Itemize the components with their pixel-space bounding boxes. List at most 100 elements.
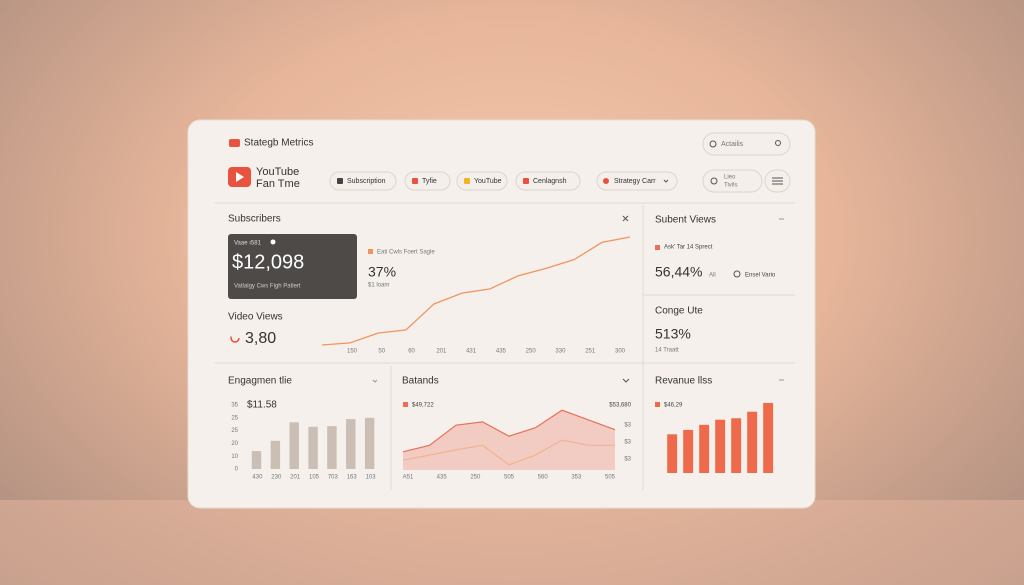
percent: 37% bbox=[368, 264, 396, 280]
legend-swatch bbox=[403, 402, 408, 407]
x-tick-label: 431 bbox=[466, 349, 477, 355]
floor bbox=[0, 500, 1024, 585]
y-tick-label: $3 bbox=[624, 423, 631, 429]
app-name: Stategb Metrics bbox=[244, 138, 313, 149]
x-tick-label: 250 bbox=[526, 349, 537, 355]
panel-title: Revanue llss bbox=[655, 376, 712, 387]
search-button[interactable] bbox=[775, 140, 781, 146]
legend: Ask' Tar 14 Sprect bbox=[664, 245, 713, 251]
search-box[interactable] bbox=[702, 132, 791, 156]
brand-line2: Fan Tme bbox=[256, 178, 300, 190]
link[interactable]: Ensel Vario bbox=[745, 273, 776, 279]
x-tick-label: 50 bbox=[378, 349, 385, 355]
x-tick-label: 300 bbox=[615, 349, 626, 355]
chevron bbox=[663, 179, 669, 183]
value: $11.58 bbox=[247, 400, 277, 411]
y-tick-label: $3 bbox=[624, 457, 631, 463]
search-text: Actailis bbox=[721, 141, 744, 148]
tab-icon bbox=[523, 178, 529, 184]
link-icon bbox=[733, 270, 741, 278]
x-tick-label: A51 bbox=[403, 475, 414, 481]
bar bbox=[763, 402, 774, 473]
line bbox=[402, 409, 616, 453]
tab-icon bbox=[412, 178, 418, 184]
tab-label: YouTube bbox=[474, 178, 502, 185]
tab[interactable] bbox=[515, 171, 581, 191]
tab-icon bbox=[337, 178, 343, 184]
panel-title: Subscribers bbox=[228, 214, 281, 225]
x-tick-label: 201 bbox=[290, 475, 301, 481]
y-tick-label: 20 bbox=[231, 441, 238, 447]
dividers bbox=[215, 202, 795, 490]
panel-title: Engagmen tlie bbox=[228, 376, 292, 387]
x-tick-label: 505 bbox=[605, 475, 616, 481]
x-tick-label: 435 bbox=[437, 475, 448, 481]
views-value: 3,80 bbox=[245, 330, 276, 347]
bar bbox=[327, 426, 337, 469]
dropdown-icon bbox=[603, 178, 609, 184]
x-tick-label: 703 bbox=[328, 475, 339, 481]
bar bbox=[715, 419, 726, 473]
x-tick-label: 435 bbox=[496, 349, 507, 355]
y-tick-label: 25 bbox=[231, 415, 238, 421]
x-tick-label: 105 bbox=[309, 475, 320, 481]
panel-title: Subent Views bbox=[655, 215, 716, 226]
dashboard-card bbox=[187, 119, 816, 509]
dot bbox=[270, 239, 276, 245]
dropdown-text: Strategy Carr bbox=[614, 178, 656, 185]
right-value: $53,680 bbox=[609, 403, 631, 409]
value: 56,44% bbox=[655, 264, 702, 280]
note: 14 Traatt bbox=[655, 348, 679, 354]
legend: $46,29 bbox=[664, 403, 683, 409]
tab-label: Cenlagnsh bbox=[533, 178, 567, 185]
dropdown[interactable] bbox=[596, 171, 678, 191]
x-tick-label: 430 bbox=[252, 475, 263, 481]
app-icon bbox=[229, 139, 240, 147]
bar bbox=[346, 419, 356, 469]
line bbox=[402, 439, 615, 466]
tab-label: Subscription bbox=[347, 178, 386, 185]
x-tick-label: 201 bbox=[436, 349, 447, 355]
ring-icon bbox=[230, 333, 240, 343]
tab-label: Tyfie bbox=[422, 178, 437, 185]
close-icon[interactable] bbox=[622, 215, 629, 222]
bar bbox=[667, 434, 678, 473]
x-tick-label: 230 bbox=[271, 475, 282, 481]
bar bbox=[289, 422, 299, 469]
y-tick-label: 10 bbox=[231, 454, 238, 460]
bar bbox=[270, 440, 281, 469]
value-note: All bbox=[709, 273, 716, 279]
x-tick-label: 103 bbox=[366, 475, 377, 481]
user-line2: Tivils bbox=[724, 183, 737, 189]
value: 513% bbox=[655, 326, 691, 342]
panel-title: Batands bbox=[402, 376, 439, 387]
tab[interactable] bbox=[456, 171, 508, 191]
x-tick-label: 163 bbox=[347, 475, 358, 481]
tab[interactable] bbox=[329, 171, 397, 191]
y-tick-label: 25 bbox=[231, 428, 238, 434]
line bbox=[321, 236, 631, 346]
search-icon bbox=[709, 140, 717, 148]
tab-icon bbox=[464, 178, 470, 184]
chevron bbox=[372, 379, 378, 383]
card-note: Vatlalgy Cws Figh Patlert bbox=[234, 284, 301, 290]
bar bbox=[251, 451, 262, 469]
x-tick-label: 250 bbox=[470, 475, 481, 481]
tab[interactable] bbox=[404, 171, 451, 191]
user-pill[interactable] bbox=[702, 169, 763, 193]
x-tick-label: 353 bbox=[571, 475, 582, 481]
brand-line1: YouTube bbox=[256, 166, 299, 178]
panel-title: Conge Ute bbox=[655, 306, 703, 317]
x-tick-label: 60 bbox=[408, 349, 415, 355]
bar bbox=[731, 418, 742, 473]
legend: Eati Cwls Foert Sagle bbox=[377, 250, 435, 256]
play-icon bbox=[236, 172, 244, 182]
menu-icon bbox=[772, 177, 783, 185]
y-tick-label: $3 bbox=[624, 440, 631, 446]
bar bbox=[699, 424, 710, 473]
bar bbox=[364, 417, 375, 469]
card-label: Vaae ı581 bbox=[234, 241, 262, 247]
y-tick-label: 35 bbox=[231, 403, 238, 409]
